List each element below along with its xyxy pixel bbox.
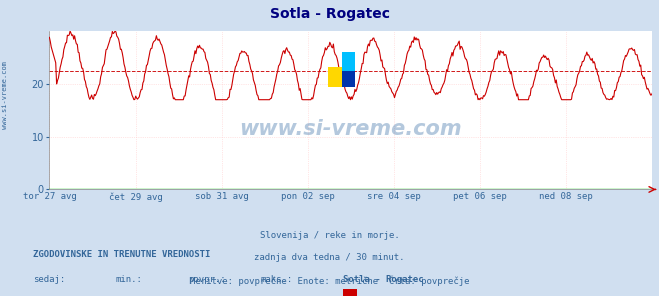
Text: Meritve: povprečne  Enote: metrične  Črta: povprečje: Meritve: povprečne Enote: metrične Črta:…: [190, 275, 469, 286]
Bar: [342, 71, 355, 86]
Text: sre 04 sep: sre 04 sep: [367, 192, 421, 201]
Text: povpr.:: povpr.:: [188, 275, 225, 284]
Text: ned 08 sep: ned 08 sep: [540, 192, 593, 201]
Bar: [328, 67, 342, 86]
Text: ZGODOVINSKE IN TRENUTNE VREDNOSTI: ZGODOVINSKE IN TRENUTNE VREDNOSTI: [33, 250, 210, 259]
Text: zadnja dva tedna / 30 minut.: zadnja dva tedna / 30 minut.: [254, 253, 405, 262]
Text: maks.:: maks.:: [260, 275, 293, 284]
Text: Slovenija / reke in morje.: Slovenija / reke in morje.: [260, 231, 399, 240]
Text: min.:: min.:: [115, 275, 142, 284]
Text: Sotla - Rogatec: Sotla - Rogatec: [270, 7, 389, 21]
Text: čet 29 avg: čet 29 avg: [109, 192, 162, 202]
Text: tor 27 avg: tor 27 avg: [22, 192, 76, 201]
Text: sob 31 avg: sob 31 avg: [195, 192, 248, 201]
Text: pon 02 sep: pon 02 sep: [281, 192, 335, 201]
Text: pet 06 sep: pet 06 sep: [453, 192, 507, 201]
Text: www.si-vreme.com: www.si-vreme.com: [240, 119, 462, 139]
Text: Sotla - Rogatec: Sotla - Rogatec: [343, 275, 423, 284]
Bar: [342, 52, 355, 71]
Text: www.si-vreme.com: www.si-vreme.com: [2, 61, 9, 129]
Text: sedaj:: sedaj:: [33, 275, 65, 284]
